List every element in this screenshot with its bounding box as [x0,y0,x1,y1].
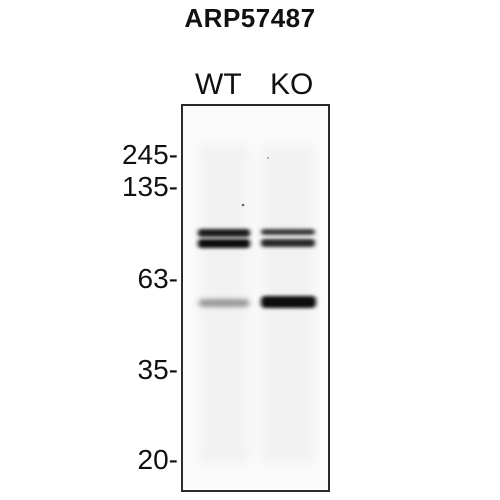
marker-20: 20- [137,444,178,475]
wt-band-lower [198,239,250,248]
figure-title: ARP57487 [184,3,316,33]
western-blot-image [198,144,316,464]
ko-band-strong [261,296,316,308]
ko-band-lower [261,239,315,247]
lane-label-ko: KO [270,68,314,101]
blot-speck [241,203,245,207]
marker-135: 135- [121,171,178,202]
marker-245: 245- [121,139,178,170]
ko-band-upper [261,229,315,235]
marker-35: 35- [137,354,178,385]
marker-63: 63- [137,263,178,294]
wt-band-upper [198,229,250,237]
lane-label-wt: WT [195,68,242,101]
blot-speck [267,157,269,159]
wt-band-faint [199,299,249,307]
